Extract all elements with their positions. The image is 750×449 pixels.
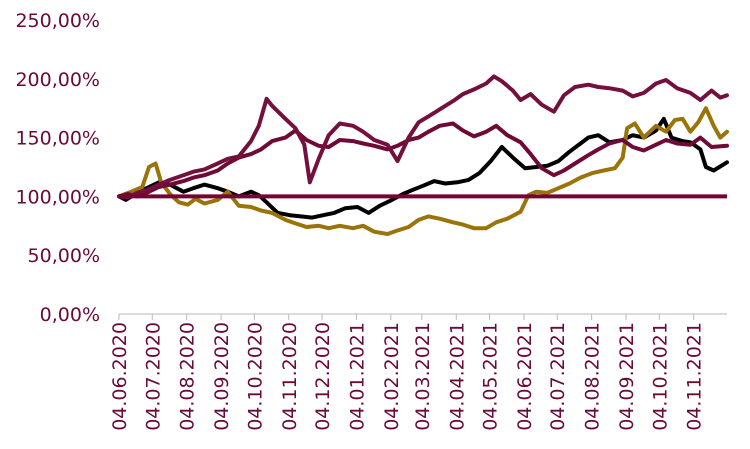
x-tick-label: 04.10.2021 — [649, 322, 671, 431]
series-line-1 — [117, 116, 729, 220]
y-tick-label: 100,00% — [15, 186, 100, 208]
series-line-3 — [117, 121, 729, 199]
x-tick-label: 04.04.2021 — [446, 322, 468, 431]
x-tick-label: 04.10.2020 — [244, 322, 266, 431]
series-group — [117, 74, 729, 236]
y-tick-label: 150,00% — [15, 128, 100, 150]
x-tick-label: 04.07.2020 — [142, 322, 164, 431]
y-tick-label: 200,00% — [15, 69, 100, 91]
x-tick-label: 04.06.2021 — [514, 322, 536, 431]
x-tick-label: 04.08.2020 — [177, 322, 199, 431]
y-tick-label: 250,00% — [15, 10, 100, 32]
x-tick-label: 04.11.2021 — [684, 322, 706, 431]
x-tick-label: 04.06.2020 — [109, 322, 131, 431]
x-tick-label: 04.12.2020 — [312, 322, 334, 431]
x-tick-label: 04.01.2021 — [346, 322, 368, 431]
series-line-2 — [117, 106, 729, 236]
series-line-4 — [117, 74, 729, 200]
y-tick-label: 0,00% — [40, 304, 100, 326]
y-tick-label: 50,00% — [28, 245, 100, 267]
axes: 0,00% 50,00% 100,00% 150,00% 200,00% 250,00% 0… — [15, 10, 727, 431]
x-tick-label: 04.11.2020 — [279, 322, 301, 431]
x-tick-label: 04.08.2021 — [582, 322, 604, 431]
x-tick-label: 04.09.2020 — [211, 322, 233, 431]
x-tick-label: 04.02.2021 — [381, 322, 403, 431]
x-tick-label: 04.03.2021 — [412, 322, 434, 431]
x-tick-label: 04.07.2021 — [547, 322, 569, 431]
x-tick-label: 04.05.2021 — [480, 322, 502, 431]
x-tick-label: 04.09.2021 — [616, 322, 638, 431]
